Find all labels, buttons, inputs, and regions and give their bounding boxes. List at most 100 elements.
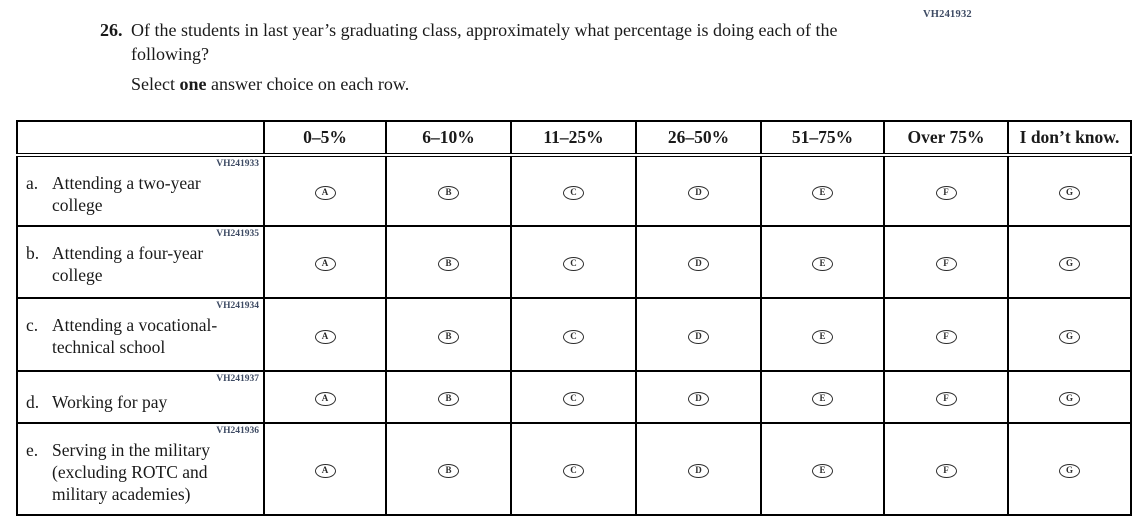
choice-bubble-a-A[interactable]: A [314, 186, 336, 200]
row-b-cell-A: A [263, 225, 387, 299]
choice-bubble-d-C[interactable]: C [563, 392, 584, 406]
choice-bubble-e-C[interactable]: C [563, 464, 584, 478]
row-c-cell-C: C [510, 297, 637, 372]
row-a-letter: a. [26, 173, 39, 193]
row-e-letter: e. [26, 440, 39, 460]
row-b-cell-D: D [635, 225, 762, 299]
row-d-cell-G: G [1007, 370, 1132, 424]
instruction-prefix: Select [131, 74, 180, 94]
choice-bubble-c-F[interactable]: F [935, 329, 957, 344]
choice-bubble-a-D[interactable]: D [688, 186, 709, 200]
column-header-26-50: 26–50% [635, 120, 762, 157]
choice-bubble-d-G[interactable]: G [1059, 392, 1080, 406]
question-accession-code: VH241932 [923, 9, 972, 20]
row-d-cell-B: B [385, 370, 512, 424]
grid-header-row: 0–5% 6–10% 11–25% 26–50% 51–75% Over 75%… [16, 120, 1132, 157]
choice-bubble-c-D[interactable]: D [688, 329, 709, 344]
row-e-cell-A: A [263, 422, 387, 516]
choice-bubble-d-A[interactable]: A [314, 392, 336, 406]
column-header-over-75: Over 75% [883, 120, 1009, 157]
row-b-cell-B: B [385, 225, 512, 299]
row-b-cell-E: E [760, 225, 885, 299]
grid-row-a: VH241933 a. Attending a two-year college… [16, 154, 1132, 227]
row-a-cell-B: B [385, 154, 512, 227]
choice-bubble-e-F[interactable]: F [935, 464, 957, 478]
grid-row-c: VH241934 c. Attending a vocational-techn… [16, 297, 1132, 372]
grid-header-blank [16, 120, 265, 157]
choice-bubble-c-B[interactable]: B [438, 329, 459, 344]
row-c-letter: c. [26, 315, 39, 335]
row-b-letter: b. [26, 243, 40, 263]
column-header-0-5: 0–5% [263, 120, 387, 157]
question-text: Of the students in last year’s graduatin… [131, 20, 838, 65]
choice-bubble-e-A[interactable]: A [314, 464, 336, 478]
row-e-cell-B: B [385, 422, 512, 516]
row-a-cell-A: A [263, 154, 387, 227]
row-b-cell-F: F [883, 225, 1009, 299]
choice-bubble-a-C[interactable]: C [563, 186, 584, 200]
row-d-code: VH241937 [216, 374, 259, 384]
row-d-label: d. Working for pay [26, 392, 259, 414]
question-instruction: Select one answer choice on each row. [131, 74, 409, 95]
row-e-label-cell: VH241936 e. Serving in the military (exc… [16, 422, 265, 516]
row-d-cell-C: C [510, 370, 637, 424]
row-d-label-cell: VH241937 d. Working for pay [16, 370, 265, 424]
column-header-dont-know: I don’t know. [1007, 120, 1132, 157]
choice-bubble-b-E[interactable]: E [812, 257, 833, 271]
choice-bubble-e-B[interactable]: B [438, 464, 459, 478]
row-d-cell-D: D [635, 370, 762, 424]
choice-bubble-b-F[interactable]: F [935, 257, 957, 271]
row-e-cell-G: G [1007, 422, 1132, 516]
choice-bubble-c-C[interactable]: C [563, 329, 584, 344]
choice-bubble-e-E[interactable]: E [812, 464, 833, 478]
choice-bubble-d-B[interactable]: B [438, 392, 459, 406]
instruction-suffix: answer choice on each row. [206, 74, 410, 94]
row-a-code: VH241933 [216, 159, 259, 169]
row-e-label: e. Serving in the military (excluding RO… [26, 440, 259, 506]
row-d-cell-E: E [760, 370, 885, 424]
choice-bubble-e-D[interactable]: D [688, 464, 709, 478]
column-header-6-10: 6–10% [385, 120, 512, 157]
choice-bubble-d-D[interactable]: D [688, 392, 709, 406]
row-b-label: b. Attending a four-year college [26, 243, 259, 287]
choice-bubble-d-E[interactable]: E [812, 392, 833, 406]
question-number: 26. [100, 20, 123, 40]
row-a-label: a. Attending a two-year college [26, 173, 259, 217]
row-a-cell-C: C [510, 154, 637, 227]
row-a-text: Attending a two-year college [52, 173, 201, 215]
row-c-cell-D: D [635, 297, 762, 372]
row-c-cell-A: A [263, 297, 387, 372]
choice-bubble-a-E[interactable]: E [812, 186, 833, 200]
choice-bubble-c-A[interactable]: A [314, 329, 336, 344]
choice-bubble-b-C[interactable]: C [563, 257, 584, 271]
choice-bubble-b-D[interactable]: D [688, 257, 709, 271]
row-b-code: VH241935 [216, 229, 259, 239]
row-d-text: Working for pay [52, 392, 168, 412]
choice-bubble-e-G[interactable]: G [1059, 464, 1080, 478]
grid-row-b: VH241935 b. Attending a four-year colleg… [16, 225, 1132, 299]
choice-bubble-b-A[interactable]: A [314, 257, 336, 271]
instruction-bold-word: one [179, 74, 207, 94]
row-a-cell-E: E [760, 154, 885, 227]
row-a-cell-D: D [635, 154, 762, 227]
column-header-51-75: 51–75% [760, 120, 885, 157]
row-b-cell-G: G [1007, 225, 1132, 299]
row-a-cell-F: F [883, 154, 1009, 227]
choice-bubble-a-B[interactable]: B [438, 186, 459, 200]
row-e-cell-E: E [760, 422, 885, 516]
choice-bubble-b-B[interactable]: B [438, 257, 459, 271]
row-c-label: c. Attending a vocational-technical scho… [26, 315, 259, 359]
choice-bubble-b-G[interactable]: G [1059, 257, 1080, 271]
choice-bubble-c-E[interactable]: E [812, 329, 833, 344]
row-a-label-cell: VH241933 a. Attending a two-year college [16, 154, 265, 227]
row-c-code: VH241934 [216, 301, 259, 311]
choice-bubble-a-F[interactable]: F [935, 186, 957, 200]
row-d-cell-A: A [263, 370, 387, 424]
row-b-text: Attending a four-year college [52, 243, 204, 285]
choice-bubble-c-G[interactable]: G [1059, 329, 1080, 344]
grid-row-d: VH241937 d. Working for pay A B C D E F … [16, 370, 1132, 424]
column-header-11-25: 11–25% [510, 120, 637, 157]
choice-bubble-a-G[interactable]: G [1059, 186, 1080, 200]
choice-bubble-d-F[interactable]: F [935, 392, 957, 406]
